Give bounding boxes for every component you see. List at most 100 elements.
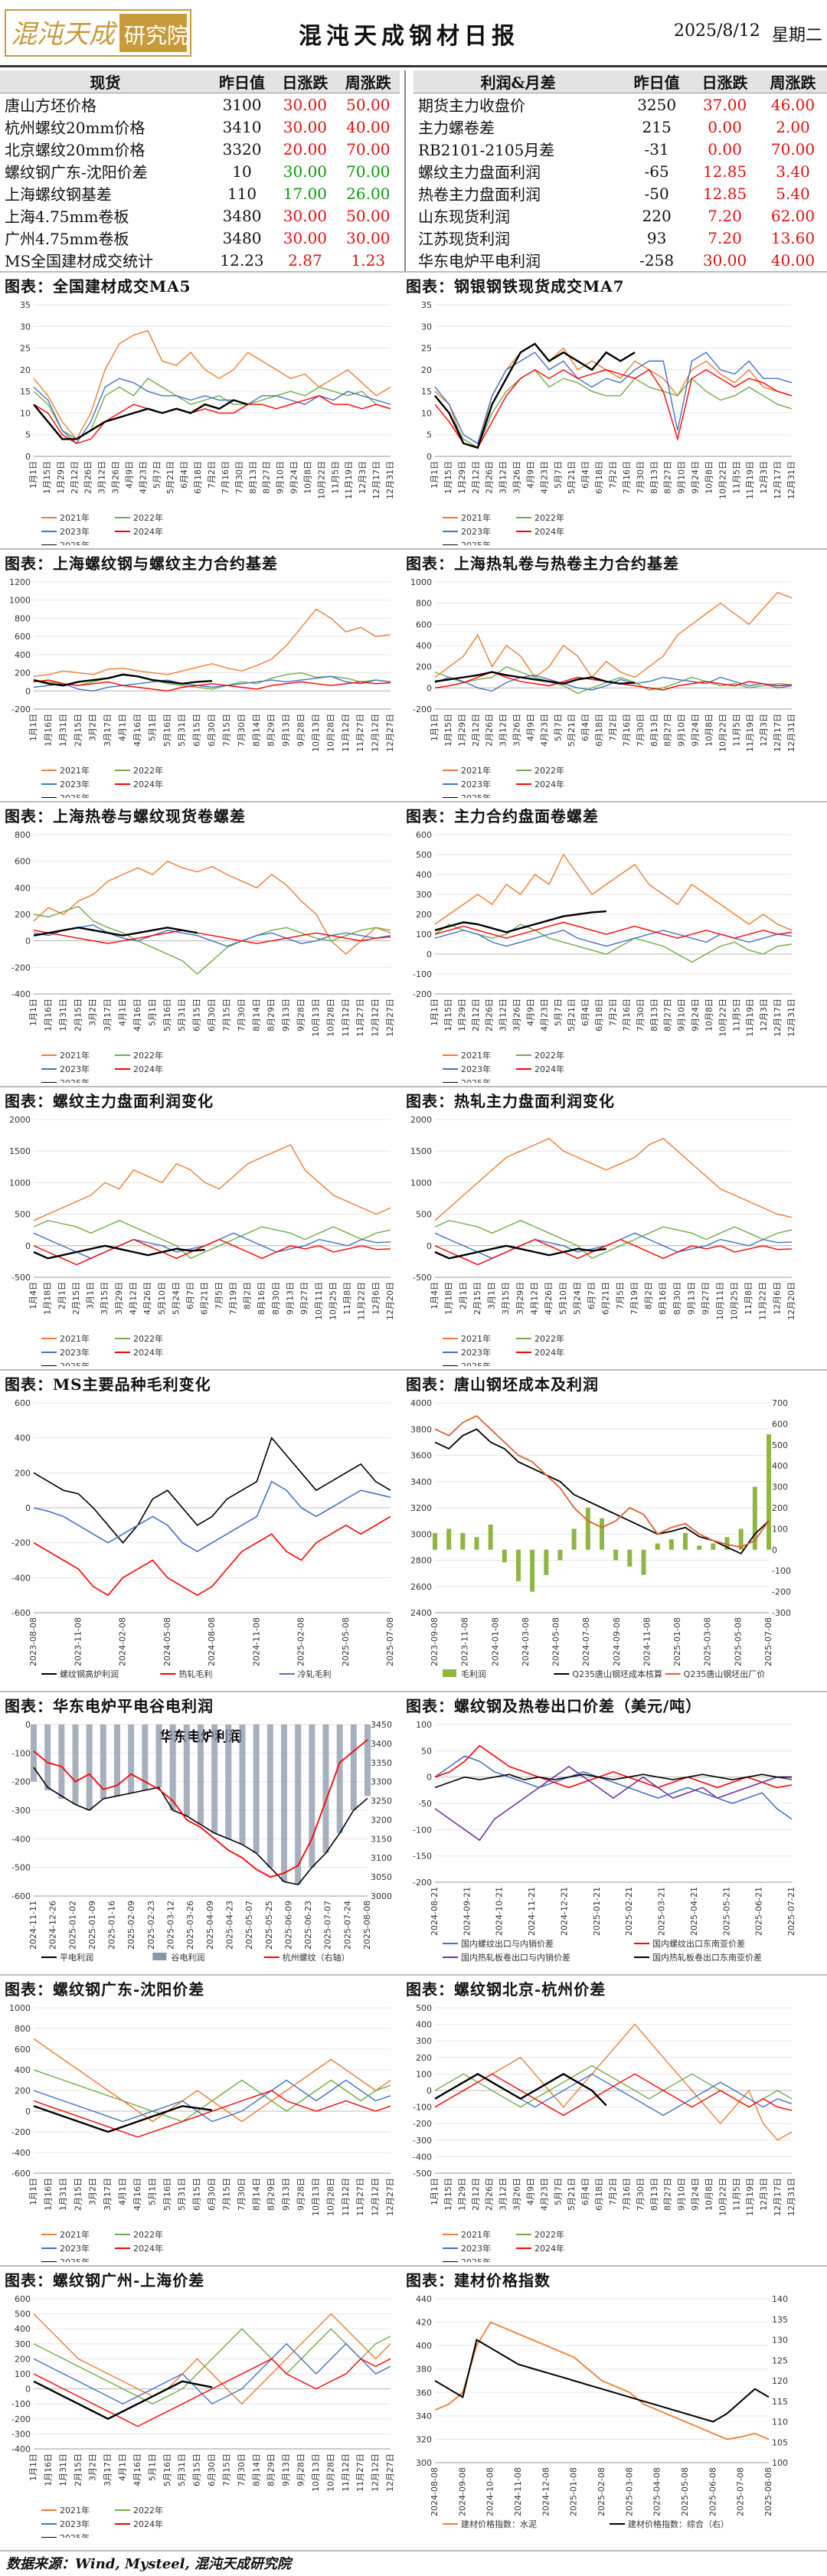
x-tick-label: 11月27日 [355,2453,365,2492]
x-tick-label: 3月17日 [103,999,113,1031]
y-tick-label: 3400 [410,1477,432,1487]
y2-tick-label: 3200 [371,1815,392,1825]
x-tick-label: 2月15日 [73,2178,83,2211]
x-tick-label: 2025-07-08 [736,2467,746,2516]
series-line-2021 [33,2313,391,2405]
series-line-2021 [434,1137,793,1221]
x-tick-label: 2025-03-12 [166,1901,176,1950]
chart-title: 图表：热轧主力盘面利润变化 [406,1092,615,1110]
x-tick-label: 6月18日 [594,461,604,494]
profit-bar [433,1532,437,1550]
x-tick-label: 2025-01-09 [87,1901,97,1950]
y-tick-label: -200 [11,963,31,973]
x-tick-label: 9月13日 [281,2178,291,2211]
series-line-2 [33,1480,391,1553]
x-tick-label: 7月30日 [636,714,646,747]
x-tick-label: 9月24日 [691,2178,701,2211]
y-tick-label: 0 [427,2086,432,2096]
y-tick-label: 400 [15,650,31,660]
y-tick-label: 600 [416,619,432,629]
x-tick-label: 11月27日 [355,999,365,1037]
hz-rebar-line [33,1739,368,1878]
y-tick-label: 600 [416,830,432,840]
x-tick-label: 1月16日 [43,999,53,1031]
col-header: 周涨跌 [759,70,827,93]
y-tick-label: 0 [25,2107,31,2117]
x-tick-label: 11月27日 [355,714,365,752]
row-name: 上海4.75mm卷板 [5,208,129,226]
y-tick-label: 25 [20,344,31,354]
legend-label: 2023年 [60,2519,90,2529]
x-tick-label: 9月24日 [289,461,299,494]
profit-bar [600,1518,604,1550]
x-tick-label: 12月17日 [371,461,381,499]
y-tick-label: 600 [15,1398,31,1408]
y-tick-label: -200 [11,1777,31,1787]
y-tick-label: 10 [20,408,31,418]
legend-label: 2024年 [534,2243,564,2254]
y-tick-label: -600 [11,1608,31,1618]
x-tick-label: 3月26日 [512,999,522,1031]
x-tick-label: 12月17日 [773,999,783,1037]
legend-label: 2025年 [60,1077,90,1083]
x-tick-label: 3月1日 [86,1282,96,1309]
series-line-2024 [33,2090,391,2138]
x-tick-label: 2024-01-08 [490,1617,500,1666]
x-tick-label: 2023-09-08 [430,1617,440,1666]
series-line-2023 [434,351,793,445]
valley-bar [183,1724,190,1816]
row-week-change: 40.00 [770,250,816,270]
valley-bar [253,1724,260,1853]
row-day-change: 12.85 [702,184,747,203]
chart-title: 图表：上海热卷与螺纹现货卷螺差 [5,807,246,825]
row-value: 93 [646,228,667,247]
x-tick-label: 4月16日 [132,714,142,747]
x-tick-label: 6月4日 [580,461,590,489]
y-tick-label: 500 [15,1210,31,1220]
x-tick-label: 2025-05-21 [721,1887,731,1936]
chart-panel: 图表：上海热卷与螺纹现货卷螺差 -400 -200 0 200 400 600 800 1月1日… [0,803,404,1087]
valley-bar [169,1724,176,1810]
y2-tick-label: -200 [772,1587,791,1597]
chart-svg: -200 0 200 400 600 800 1000 1月1日 1月15日 1月29日 2月12日… [410,577,796,798]
x-tick-label: 8月29日 [266,999,276,1031]
flat-profit-line [33,1767,368,1885]
x-tick-label: 6月30日 [207,999,217,1031]
x-tick-label: 9月10日 [677,2178,687,2211]
series-line-2022 [434,665,793,695]
x-tick-label: 11月5日 [731,714,741,747]
x-tick-label: 1月29日 [457,714,467,747]
row-day-change: 7.20 [708,206,742,225]
legend-label: 2023年 [60,779,90,789]
valley-bar [364,1724,371,1796]
x-tick-label: 9月28日 [296,2178,306,2211]
x-tick-label: 7月2日 [608,714,618,741]
x-tick-label: 1月15日 [42,461,52,494]
x-tick-label: 7月2日 [608,2178,618,2205]
y2-tick-label: 3350 [371,1758,392,1768]
x-tick-label: 2025-05-08 [341,1617,351,1666]
chart-svg: 240026002800300032003400360038004000-300… [410,1398,791,1679]
x-tick-label: 5月7日 [553,461,563,489]
legend-label: 2022年 [133,2505,163,2516]
y2-tick-label: 3050 [371,1872,392,1882]
profit-bar [711,1543,716,1550]
chart-svg: -500 -400 -300 -200 -100 0 100 200 300 400 500 1月1日… [413,2003,796,2262]
y-tick-label: 3000 [410,1529,432,1539]
x-tick-label: 10月11日 [715,1282,725,1320]
x-tick-label: 6月7日 [587,1282,597,1309]
legend-label: 2023年 [461,1064,491,1074]
chart-svg: -200 -150 -100 -50 0 50 100 2024-08-21 2024-09-2… [413,1720,796,1963]
profit-bar [767,1434,771,1550]
x-tick-label: 3月17日 [103,2453,113,2486]
x-tick-label: 12月27日 [385,2178,395,2216]
legend-label: 2021年 [461,1333,491,1344]
x-tick-label: 4月23日 [539,999,549,1031]
x-tick-label: 3月26日 [512,2178,522,2211]
legend-label: 2024年 [133,2243,163,2254]
row-separator [0,2550,827,2551]
x-tick-label: 12月31日 [385,461,395,499]
y-tick-label: 2600 [410,1582,432,1592]
row-week-change: 30.00 [346,228,391,247]
x-tick-label: 1月15日 [443,714,453,747]
